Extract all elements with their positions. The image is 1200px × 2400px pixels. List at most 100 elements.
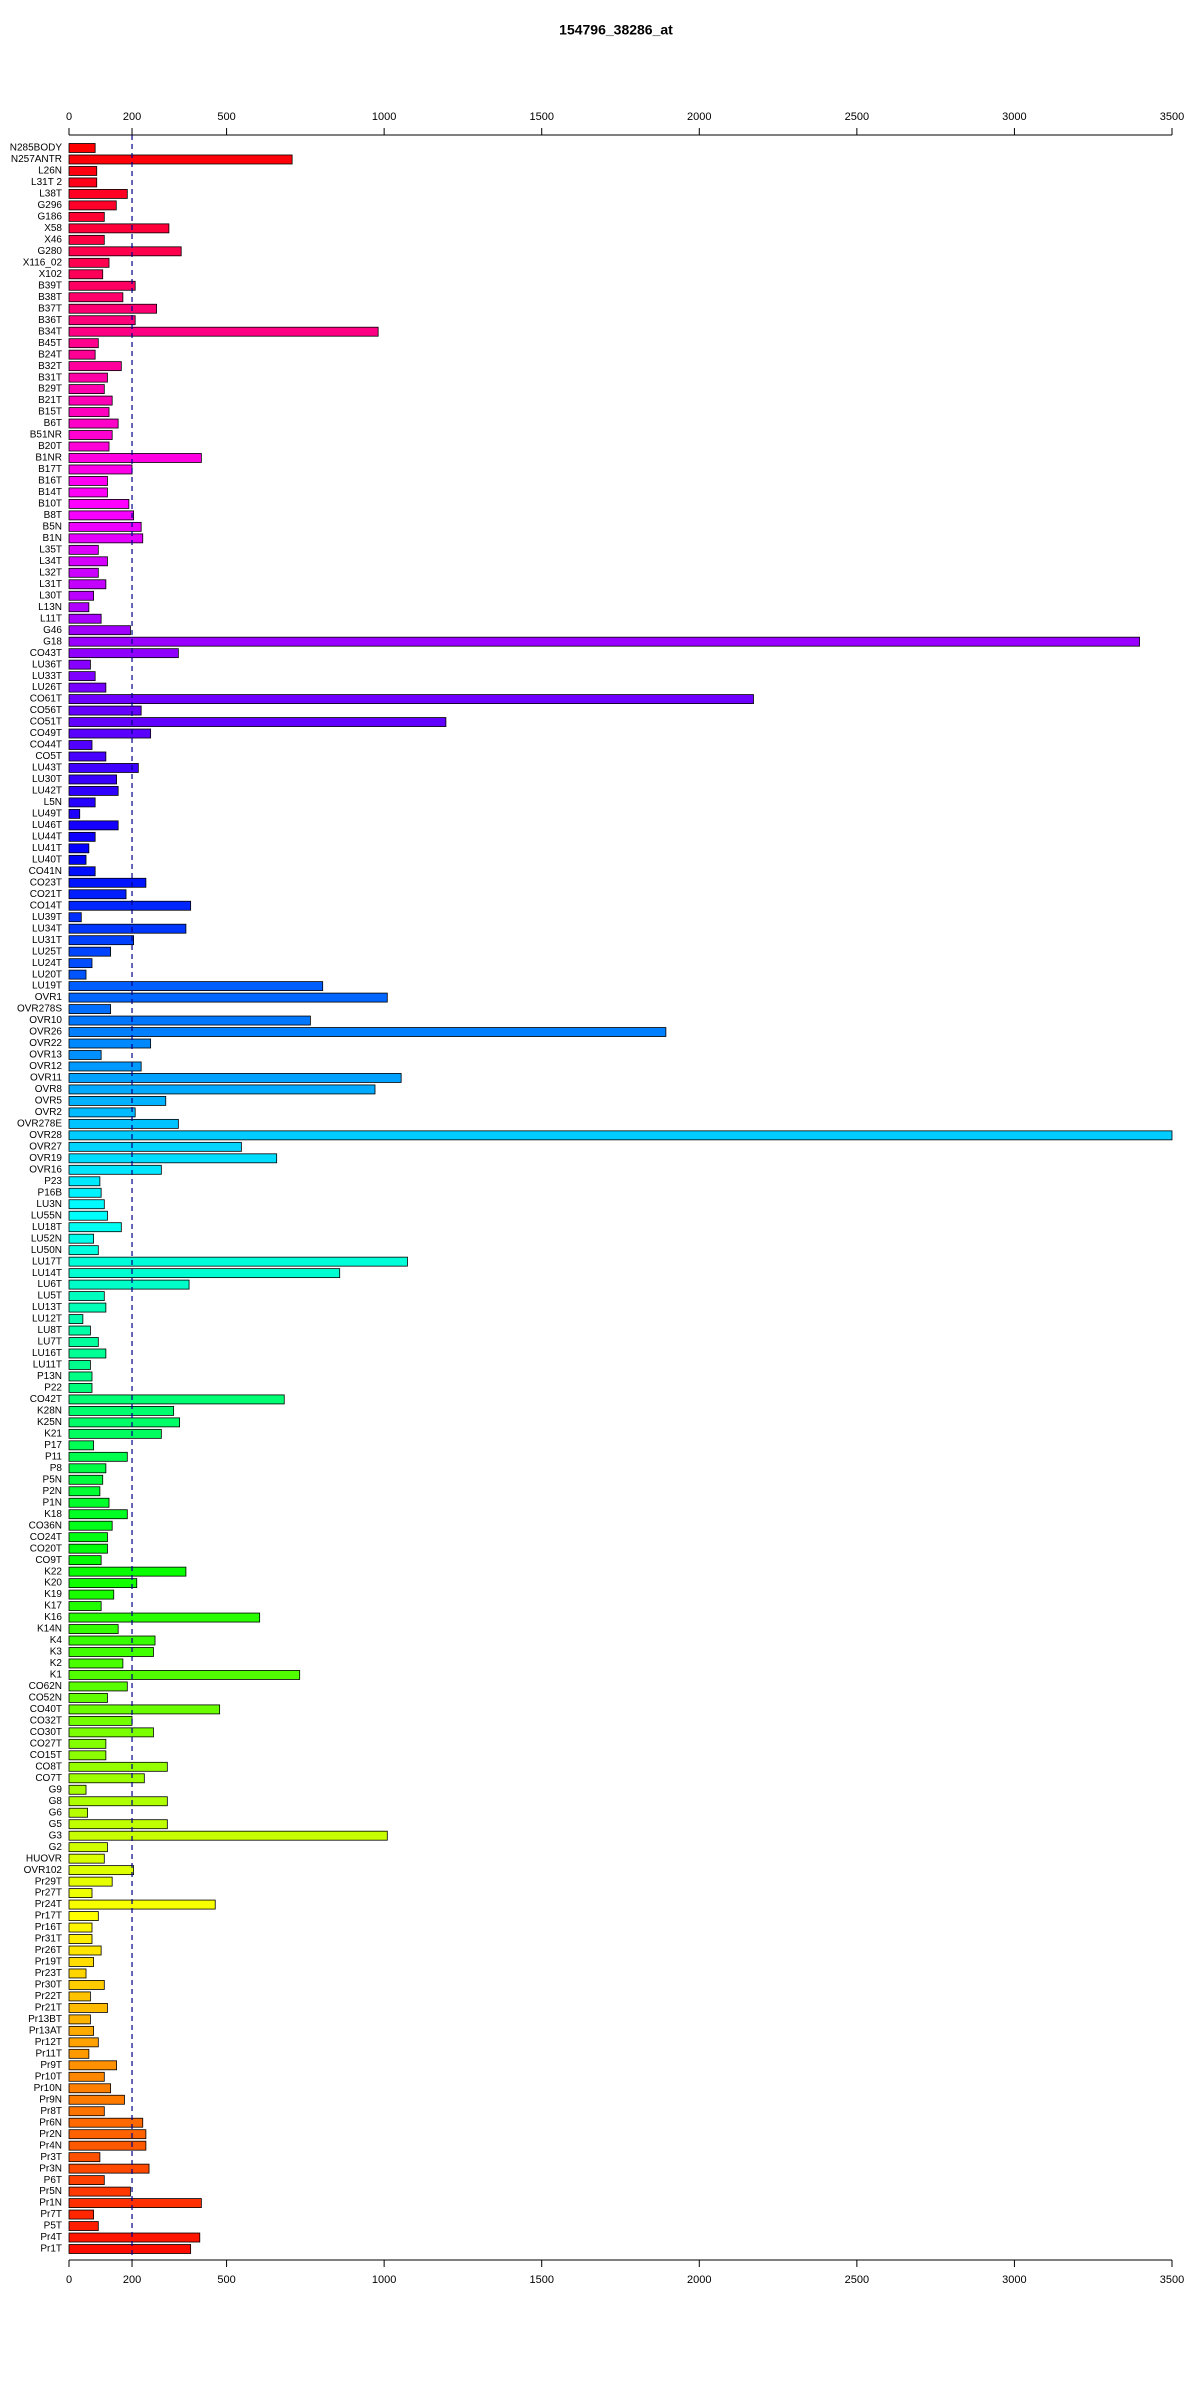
category-label: CO61T (30, 694, 62, 705)
bar (68, 1957, 94, 1967)
category-label: B37T (38, 303, 62, 314)
category-label: OVR12 (29, 1061, 62, 1072)
x-tick-label: 2000 (687, 2274, 711, 2286)
category-label: L26N (38, 166, 62, 177)
bar (68, 464, 133, 475)
bar (68, 1383, 93, 1393)
bar (68, 1463, 107, 1474)
category-label: LU26T (32, 682, 62, 693)
category-label: Pr3T (40, 2152, 62, 2163)
category-label: K28N (37, 1406, 62, 1417)
category-label: OVR16 (29, 1164, 62, 1175)
bar (68, 2003, 108, 2013)
bar (68, 2094, 125, 2105)
category-label: Pr9T (40, 2060, 62, 2071)
bar (68, 2152, 101, 2163)
bar (68, 1164, 162, 1175)
category-label: Pr19T (35, 1957, 62, 1968)
bar (68, 223, 170, 234)
x-tick-label: 200 (123, 111, 141, 123)
bar (68, 1738, 107, 1749)
bar (68, 1302, 107, 1313)
category-label: LU44T (32, 831, 62, 842)
bar (68, 820, 119, 831)
bar (68, 981, 324, 992)
category-label: OVR11 (30, 1073, 62, 1084)
bar (68, 2037, 99, 2048)
bar (68, 969, 87, 980)
bar (68, 1968, 87, 1979)
bar (68, 889, 127, 900)
bar (68, 1635, 156, 1646)
bar (68, 808, 81, 819)
category-label: LU39T (32, 912, 62, 923)
bar (68, 1187, 102, 1198)
category-label: LU31T (32, 935, 62, 946)
category-label: P6T (44, 2175, 62, 2186)
category-label: P5N (43, 1474, 62, 1485)
bar (68, 1784, 87, 1795)
category-label: OVR2 (35, 1107, 63, 1118)
bar (68, 1360, 91, 1370)
category-label: CO24T (30, 1532, 62, 1543)
category-label: CO51T (30, 717, 62, 728)
bar (68, 1647, 154, 1657)
bar (68, 567, 99, 578)
category-label: CO30T (30, 1727, 62, 1738)
bar (68, 177, 98, 188)
x-tick-label: 1500 (529, 2274, 553, 2286)
bar (68, 590, 94, 601)
category-label: Pr1T (40, 2244, 62, 2255)
bar (68, 636, 1140, 647)
bar (68, 1050, 102, 1060)
category-label: CO7T (35, 1773, 62, 1784)
bar (68, 315, 136, 326)
bar (68, 2232, 201, 2243)
bar (68, 372, 108, 383)
bar (68, 1130, 1173, 1141)
bar (68, 441, 110, 452)
category-label: LU36T (32, 659, 62, 670)
category-label: Pr10N (34, 2083, 62, 2094)
bar (68, 1566, 187, 1577)
bar (68, 1233, 94, 1244)
bar (68, 556, 108, 567)
bar (68, 751, 107, 762)
category-label: G5 (49, 1819, 63, 1830)
bar (68, 774, 117, 785)
category-label: LU5T (38, 1291, 62, 1302)
bar (68, 2117, 144, 2128)
category-label: B24T (38, 349, 62, 360)
bar (68, 579, 107, 590)
category-label: K14N (37, 1624, 62, 1635)
category-label: B34T (38, 326, 62, 337)
bar (68, 143, 96, 153)
category-label: CO42T (30, 1394, 62, 1405)
category-label: G280 (38, 246, 63, 257)
bar (68, 2083, 111, 2094)
bar (68, 349, 96, 360)
category-label: P13N (37, 1371, 62, 1382)
category-label: CO32T (30, 1716, 62, 1727)
bar (68, 2106, 105, 2117)
category-label: OVR22 (29, 1038, 62, 1049)
bar (68, 671, 96, 682)
x-tick-label: 3500 (1160, 111, 1184, 123)
category-label: Pr9N (39, 2094, 62, 2105)
bar (68, 326, 379, 337)
bar (68, 1601, 102, 1611)
bar (68, 154, 293, 165)
category-label: LU18T (32, 1222, 62, 1233)
category-label: K1 (50, 1670, 63, 1681)
x-tick-label: 0 (66, 2274, 72, 2286)
category-label: Pr30T (35, 1980, 62, 1991)
category-label: X102 (39, 269, 63, 280)
bar (68, 1497, 110, 1508)
bar (68, 1474, 104, 1485)
category-label: LU46T (32, 820, 62, 831)
bar (68, 384, 105, 394)
category-label: Pr4N (39, 2140, 62, 2151)
category-label: G6 (49, 1807, 63, 1818)
category-label: LU25T (32, 946, 62, 957)
category-label: L31T (39, 579, 62, 590)
